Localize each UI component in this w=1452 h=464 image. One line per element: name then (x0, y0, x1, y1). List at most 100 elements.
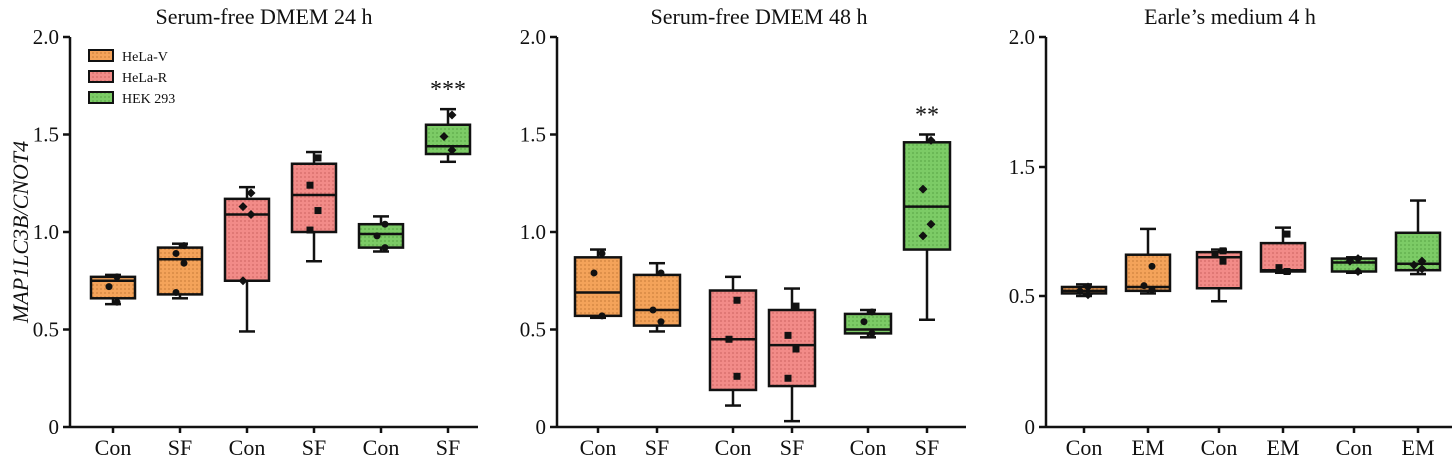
x-category-label: Con (580, 435, 617, 460)
x-category-label: Con (715, 435, 752, 460)
box-1: Con (573, 248, 623, 460)
data-point (868, 308, 876, 316)
y-tick-label: 0.5 (33, 318, 59, 342)
box-1: Con (1060, 282, 1108, 460)
data-point (725, 335, 733, 343)
panel-2: Serum-free DMEM 48 h 0 0.5 1.0 1.5 2.0 ** Con… (520, 4, 966, 460)
data-point (381, 220, 389, 228)
y-axis-label: MAP1LC3B/CNOT4 (8, 141, 33, 324)
data-point (1353, 266, 1363, 276)
data-point (447, 145, 457, 155)
box-5: Con (1330, 254, 1378, 460)
data-point (598, 312, 606, 320)
data-point (1283, 230, 1291, 238)
data-point (1148, 286, 1156, 294)
data-point (180, 259, 188, 267)
box-5: Con (357, 215, 405, 460)
data-point (657, 269, 665, 277)
data-point (1083, 282, 1093, 292)
data-point (180, 242, 188, 250)
data-point (1083, 290, 1093, 300)
data-point (590, 269, 598, 277)
legend-swatch-hela-r (88, 70, 114, 83)
x-category-label: EM (1267, 435, 1300, 460)
data-point (113, 273, 121, 281)
data-point (926, 135, 936, 145)
data-point (314, 154, 322, 162)
y-tick-label: 1.5 (33, 123, 59, 147)
data-point (172, 288, 180, 296)
x-category-label: Con (1066, 435, 1103, 460)
data-point (792, 345, 800, 353)
box-iqr (1124, 253, 1172, 293)
box-iqr (223, 197, 271, 283)
box-3: Con (1195, 247, 1243, 460)
y-tick-label: 2.0 (33, 25, 59, 49)
data-point (1140, 282, 1148, 290)
box-4: SF (290, 150, 338, 460)
significance-label: ** (915, 103, 939, 129)
box-iqr (1259, 241, 1307, 273)
panel-3: Earle’s medium 4 h 0 0.5 1.5 2.0 Con EM Con EM… (1009, 4, 1452, 460)
data-point (1211, 251, 1219, 259)
x-category-label: Con (850, 435, 887, 460)
box-3: Con (223, 185, 271, 460)
panel-2-title: Serum-free DMEM 48 h (651, 4, 868, 29)
y-tick-label: 1.0 (520, 220, 546, 244)
y-tick-label: 0 (1025, 415, 1036, 439)
box-iqr (632, 273, 682, 327)
y-tick-label: 2.0 (1009, 25, 1035, 49)
y-tick-label: 0 (536, 415, 547, 439)
panel-3-axes: 0 0.5 1.5 2.0 (1009, 25, 1452, 439)
box-iqr (156, 246, 204, 296)
box-2: SF (156, 242, 204, 460)
x-category-label: SF (645, 435, 669, 460)
y-tick-label: 1.5 (1009, 155, 1035, 179)
data-point (784, 374, 792, 382)
data-point (306, 181, 314, 189)
x-category-label: EM (1132, 435, 1165, 460)
y-tick-label: 0.5 (520, 318, 546, 342)
data-point (314, 207, 322, 215)
panel-1: Serum-free DMEM 24 h MAP1LC3B/CNOT4 0 0.5… (8, 4, 478, 460)
x-category-label: Con (1201, 435, 1238, 460)
panel-3-title: Earle’s medium 4 h (1144, 4, 1316, 29)
legend-swatch-hek293 (88, 91, 114, 104)
data-point (733, 296, 741, 304)
significance-label: *** (430, 77, 466, 103)
box-iqr (89, 275, 137, 300)
x-category-label: SF (436, 435, 460, 460)
data-point (1275, 264, 1283, 272)
data-point (373, 232, 381, 240)
box-iqr (767, 308, 817, 388)
y-tick-label: 2.0 (520, 25, 546, 49)
box-3: Con (708, 275, 758, 460)
data-point (733, 372, 741, 380)
data-point (238, 276, 248, 286)
data-point (792, 302, 800, 310)
data-point (1417, 264, 1427, 274)
data-point (439, 131, 449, 141)
x-category-label: SF (302, 435, 326, 460)
legend-label-hela-v: HeLa-V (122, 50, 168, 65)
data-point (172, 249, 180, 257)
data-point (860, 318, 868, 326)
data-point (649, 306, 657, 314)
box-iqr (357, 222, 405, 249)
data-point (1283, 267, 1291, 275)
x-category-label: Con (363, 435, 400, 460)
data-point (238, 202, 248, 212)
data-point (1345, 256, 1355, 266)
x-category-label: SF (915, 435, 939, 460)
box-iqr (1330, 257, 1378, 273)
data-point (246, 209, 256, 219)
legend: HeLa-V HeLa-R HEK 293 (88, 49, 175, 107)
data-point (657, 318, 665, 326)
data-point (246, 188, 256, 198)
box-2: SF (632, 261, 682, 460)
data-point (868, 329, 876, 337)
data-point (784, 331, 792, 339)
box-iqr (573, 256, 623, 318)
x-category-label: Con (95, 435, 132, 460)
data-point (1219, 257, 1227, 265)
